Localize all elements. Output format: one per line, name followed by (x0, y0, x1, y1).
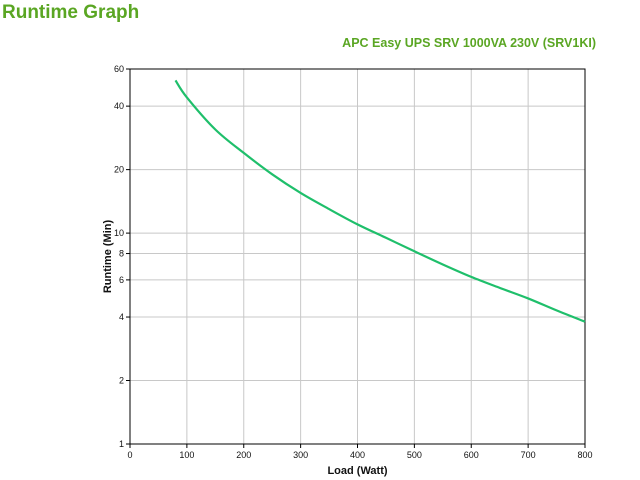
chart-title: APC Easy UPS SRV 1000VA 230V (SRV1KI) (342, 36, 596, 50)
x-tick-label: 0 (127, 450, 132, 460)
x-tick-label: 500 (407, 450, 422, 460)
runtime-curve (174, 79, 586, 323)
y-tick-label: 40 (114, 101, 124, 111)
y-tick-label: 2 (119, 376, 124, 386)
y-tick-label: 10 (114, 228, 124, 238)
y-axis-label: Runtime (Min) (102, 220, 114, 294)
y-tick-label: 20 (114, 165, 124, 175)
x-tick-label: 400 (350, 450, 365, 460)
page-title: Runtime Graph (2, 2, 140, 23)
x-tick-label: 100 (179, 450, 194, 460)
x-tick-label: 200 (236, 450, 251, 460)
x-axis-label: Load (Watt) (327, 465, 387, 477)
x-tick-label: 700 (521, 450, 536, 460)
x-tick-label: 600 (464, 450, 479, 460)
y-tick-label: 4 (119, 312, 124, 322)
x-tick-label: 300 (293, 450, 308, 460)
y-tick-label: 60 (114, 64, 124, 74)
grid-lines (130, 69, 585, 444)
axis-ticks: 0 100 200 300 400 500 600 700 800 1 2 4 6 8 10 20 40 60 (114, 64, 593, 460)
y-tick-label: 1 (119, 439, 124, 449)
y-tick-label: 6 (119, 275, 124, 285)
x-tick-label: 800 (577, 450, 592, 460)
y-tick-label: 8 (119, 249, 124, 259)
